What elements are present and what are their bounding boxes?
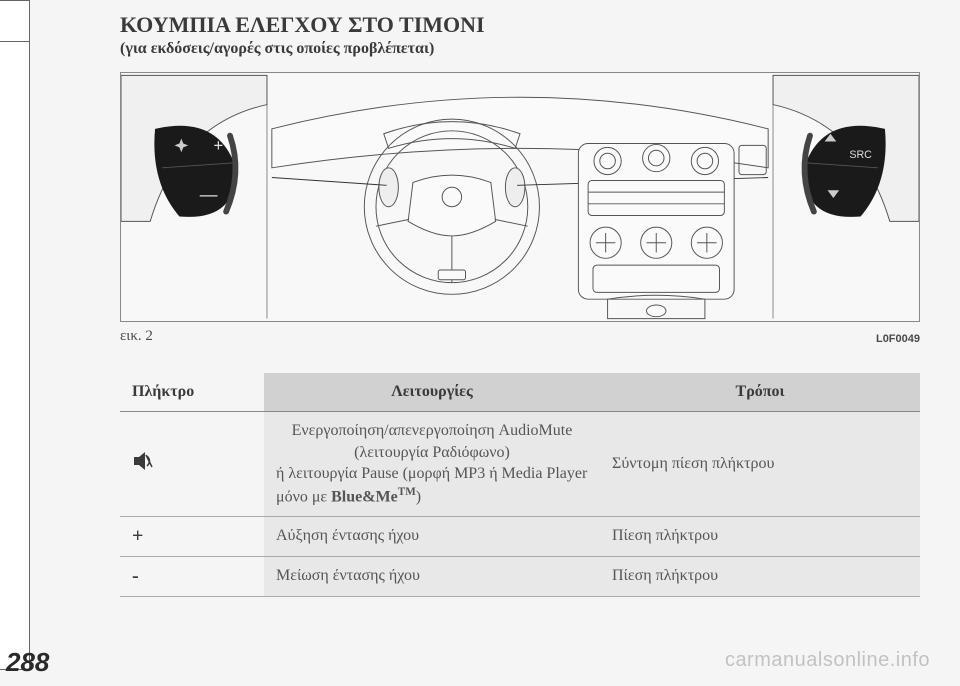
func-text: ή λειτουργία Pause (μορφή MP3 ή Media Pl… — [276, 465, 587, 505]
col-header-mode: Τρόποι — [600, 373, 920, 412]
steering-wheel-figure: + — SRC — [120, 72, 920, 322]
func-text: (λειτουργία Ραδιόφωνο) — [276, 442, 588, 464]
mode-cell: Πίεση πλήκτρου — [600, 516, 920, 556]
page-title: ΚΟΥΜΠΙΑ ΕΛΕΓΧΟΥ ΣΤΟ ΤΙΜΟΝΙ — [120, 12, 920, 38]
page-number: 288 — [6, 647, 49, 678]
manual-page: ΗΧΟΣΥΣΤΗΜΑΤΟΣ ΚΟΥΜΠΙΑ ΕΛΕΓΧΟΥ ΣΤΟ ΤΙΜΟΝΙ… — [0, 0, 960, 686]
key-cell: - — [120, 556, 264, 596]
figure-caption: εικ. 2 — [120, 328, 153, 345]
right-steering-control: SRC — [804, 126, 886, 217]
minus-label: — — [199, 184, 218, 204]
func-cell: Αύξηση έντασης ήχου — [264, 516, 600, 556]
page-subtitle: (για εκδόσεις/αγορές στις οποίες προβλέπ… — [120, 40, 920, 58]
side-tab-inner — [0, 41, 30, 671]
figure-svg: + — SRC — [121, 73, 919, 321]
content-area: ΚΟΥΜΠΙΑ ΕΛΕΓΧΟΥ ΣΤΟ ΤΙΜΟΝΙ (για εκδόσεις… — [120, 12, 920, 597]
table-row: Ενεργοποίηση/απενεργοποίηση AudioMute (λ… — [120, 412, 920, 517]
func-text-sup: TM — [398, 486, 416, 498]
controls-table: Πλήκτρο Λειτουργίες Τρόποι — [120, 373, 920, 597]
col-header-func: Λειτουργίες — [264, 373, 600, 412]
figure-caption-row: εικ. 2 L0F0049 — [120, 328, 920, 345]
left-steering-control: + — — [154, 126, 236, 217]
mode-cell: Πίεση πλήκτρου — [600, 556, 920, 596]
watermark: carmanualsonline.info — [725, 649, 930, 672]
figure-code: L0F0049 — [876, 333, 920, 345]
col-header-key: Πλήκτρο — [120, 373, 264, 412]
side-section-label: ΗΧΟΣΥΣΤΗΜΑΤΟΣ — [0, 324, 4, 506]
func-text: ) — [416, 488, 421, 505]
plus-label: + — [213, 135, 223, 155]
key-cell: + — [120, 516, 264, 556]
table-header-row: Πλήκτρο Λειτουργίες Τρόποι — [120, 373, 920, 412]
func-text-bold: Blue&Me — [331, 488, 398, 505]
func-text: Ενεργοποίηση/απενεργοποίηση AudioMute — [276, 420, 588, 442]
func-cell: Ενεργοποίηση/απενεργοποίηση AudioMute (λ… — [264, 412, 600, 517]
mute-speaker-icon — [132, 451, 154, 471]
src-label: SRC — [849, 149, 872, 161]
table-row: - Μείωση έντασης ήχου Πίεση πλήκτρου — [120, 556, 920, 596]
func-cell: Μείωση έντασης ήχου — [264, 556, 600, 596]
table-row: + Αύξηση έντασης ήχου Πίεση πλήκτρου — [120, 516, 920, 556]
key-cell-mute — [120, 412, 264, 517]
mode-cell: Σύντομη πίεση πλήκτρου — [600, 412, 920, 517]
side-tab — [0, 0, 30, 670]
dashboard-illustration — [272, 97, 768, 318]
